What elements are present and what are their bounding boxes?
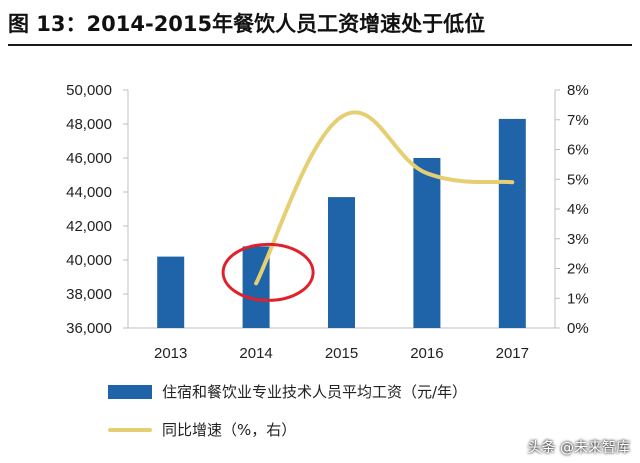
title-rule xyxy=(8,44,632,46)
left-axis-tick-label: 38,000 xyxy=(66,286,112,303)
bar-2017 xyxy=(498,118,526,329)
x-axis-tick-label: 2016 xyxy=(410,345,443,362)
bar-2016 xyxy=(413,158,441,328)
x-axis-tick-label: 2013 xyxy=(154,345,187,362)
legend-line-label: 同比增速（%，右） xyxy=(162,421,297,439)
right-axis-tick-label: 6% xyxy=(567,142,589,159)
right-axis-tick-label: 1% xyxy=(567,290,589,307)
left-axis-tick-label: 50,000 xyxy=(66,82,112,99)
left-axis-tick-label: 46,000 xyxy=(66,150,112,167)
combo-chart: 36,000 38,000 40,000 42,000 44,000 46,000 48,0… xyxy=(66,82,589,362)
right-axis-tick-label: 5% xyxy=(567,171,589,188)
highlight-circle xyxy=(221,242,315,302)
left-axis-tick-label: 48,000 xyxy=(66,116,112,133)
right-axis-tick-label: 7% xyxy=(567,112,589,129)
legend-item-line: 同比增速（%，右） xyxy=(108,418,568,442)
x-axis-tick-label: 2015 xyxy=(325,345,358,362)
legend-bar-label: 住宿和餐饮业专业技术人员平均工资（元/年） xyxy=(162,383,468,401)
x-axis-tick-label: 2014 xyxy=(239,345,272,362)
legend-item-bar: 住宿和餐饮业专业技术人员平均工资（元/年） xyxy=(108,380,568,404)
right-axis-tick-label: 3% xyxy=(567,231,589,248)
bar-2015 xyxy=(328,197,355,328)
legend-bar-swatch xyxy=(108,385,152,399)
right-axis-tick-label: 8% xyxy=(567,82,589,99)
bar-2013 xyxy=(157,256,185,328)
left-axis-tick-label: 44,000 xyxy=(66,184,112,201)
legend-line-swatch xyxy=(108,428,152,432)
watermark: 头条 @未来智库 xyxy=(527,440,630,456)
right-axis-tick-label: 4% xyxy=(567,201,589,218)
left-axis-tick-label: 40,000 xyxy=(66,252,112,269)
right-axis-tick-label: 0% xyxy=(567,320,589,337)
left-axis-tick-label: 36,000 xyxy=(66,320,112,337)
x-axis-tick-label: 2017 xyxy=(496,345,529,362)
left-axis-tick-label: 42,000 xyxy=(66,218,112,235)
growth-line xyxy=(254,110,515,286)
figure-title: 图 13：2014-2015年餐饮人员工资增速处于低位 xyxy=(8,12,486,36)
right-axis-tick-label: 2% xyxy=(567,261,589,278)
